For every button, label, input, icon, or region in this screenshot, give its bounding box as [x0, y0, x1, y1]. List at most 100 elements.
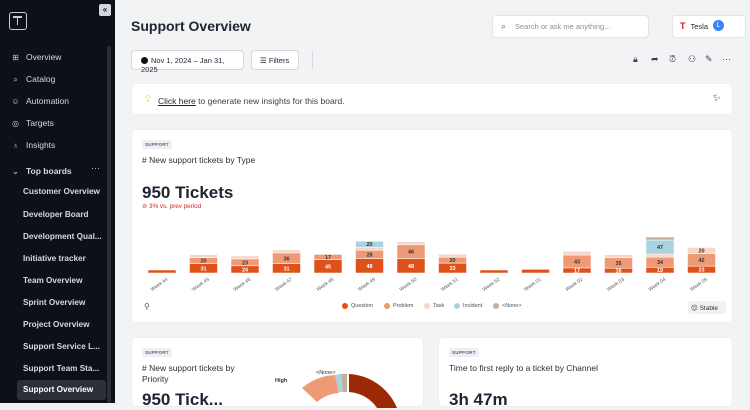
bar-segment[interactable]: [521, 269, 550, 274]
bar-segment[interactable]: [687, 247, 716, 254]
legend-swatch: [454, 303, 460, 309]
robot-icon: ☺: [11, 96, 20, 106]
legend-swatch: [342, 303, 348, 309]
grid-icon: ⊞: [12, 52, 19, 62]
bar-value-label: 17: [574, 268, 580, 274]
chart-title-line2: Priority: [142, 374, 169, 384]
x-tick-label: Week 04: [648, 277, 668, 293]
bar-segment[interactable]: [645, 253, 675, 258]
top-boards-section[interactable]: ⌄ Top boards: [11, 166, 72, 176]
chart-title: Time to first reply to a ticket by Chann…: [449, 363, 598, 373]
legend-swatch: [384, 303, 390, 309]
bar-segment[interactable]: [189, 254, 218, 258]
group-icon[interactable]: ⚲: [144, 302, 150, 311]
bar-value-label: 20: [449, 258, 455, 264]
target-icon: ◎: [12, 118, 19, 128]
calendar-dot-icon: [141, 57, 148, 64]
insight-text: to generate new insights for this board.: [195, 96, 345, 106]
first-reply-time: 3h 47m: [449, 390, 508, 409]
delta-text: 3% vs. prev period: [149, 203, 202, 210]
toolbar-divider: [312, 51, 313, 69]
bar-segment[interactable]: [562, 251, 592, 256]
share-icon[interactable]: ➦: [651, 54, 659, 64]
bar-value-label: 34: [657, 260, 664, 266]
section-label: Top boards: [26, 166, 72, 176]
bar-segment[interactable]: [604, 254, 633, 258]
search-input[interactable]: ⌕ Search or ask me anything...: [492, 15, 649, 38]
donut-label-none: <None>: [316, 370, 336, 376]
board-support-team-stats[interactable]: Support Team Sta...: [23, 364, 100, 373]
bar-segment[interactable]: [645, 236, 675, 241]
bar-segment[interactable]: [147, 269, 177, 274]
priority-donut-chart: <None> High: [275, 370, 397, 408]
bar-segment[interactable]: [355, 240, 384, 248]
board-development-quality[interactable]: Development Qual...: [23, 232, 102, 241]
date-range-button[interactable]: Nov 1, 2024 – Jan 31, 2025: [131, 50, 244, 74]
filters-label: Filters: [268, 56, 290, 65]
legend-task: Task: [424, 303, 444, 309]
board-initiative-tracker[interactable]: Initiative tracker: [23, 254, 86, 263]
total-tickets: 950 Tick...: [142, 390, 223, 409]
edit-icon[interactable]: ✎: [705, 54, 713, 64]
x-tick-label: Week 51: [440, 277, 460, 293]
filters-button[interactable]: ☰ Filters: [251, 50, 299, 70]
x-tick-label: Week 49: [357, 277, 377, 293]
legend-label: Incident: [463, 303, 483, 309]
lightbulb-icon: ♁: [12, 140, 19, 150]
nav-catalog[interactable]: ⌕ Catalog: [11, 74, 55, 84]
add-user-icon[interactable]: ⚇: [688, 54, 697, 64]
x-tick-label: Week 45: [191, 277, 211, 293]
bar-segment[interactable]: [396, 241, 426, 246]
board-customer-overview[interactable]: Customer Overview: [23, 187, 100, 196]
lock-icon[interactable]: 🔒︎: [633, 54, 638, 64]
chevron-down-icon: ⌄: [12, 166, 19, 176]
nav-insights[interactable]: ♁ Insights: [11, 140, 56, 150]
legend-question: Question: [342, 303, 373, 309]
legend-incident: Incident: [454, 303, 482, 309]
delta-badge: ⊘ 3% vs. prev period: [142, 203, 201, 210]
bar-segment[interactable]: [313, 254, 343, 260]
more-icon[interactable]: ···: [722, 54, 731, 64]
nav-overview[interactable]: ⊞ Overview: [11, 52, 61, 62]
bar-value-label: 31: [283, 266, 289, 272]
alarm-icon[interactable]: ⏰︎: [669, 54, 677, 64]
bar-value-label: 19: [657, 268, 663, 274]
bar-value-label: 35: [615, 261, 621, 267]
x-tick-label: Week 50: [399, 277, 419, 293]
app-logo[interactable]: [9, 12, 27, 30]
x-tick-label: Week 48: [316, 277, 336, 293]
bar-segment[interactable]: [230, 255, 260, 260]
nav-targets[interactable]: ◎ Targets: [11, 118, 54, 128]
collapse-sidebar-button[interactable]: «: [99, 4, 111, 16]
bar-value-label: 45: [325, 264, 331, 270]
stable-badge: 😌︎ Stable: [688, 301, 726, 314]
section-more-button[interactable]: ···: [91, 163, 100, 173]
board-project-overview[interactable]: Project Overview: [23, 320, 90, 329]
sidebar-scrollbar[interactable]: [107, 46, 111, 403]
nav-label: Automation: [26, 96, 69, 106]
board-developer-board[interactable]: Developer Board: [23, 210, 89, 219]
nav-label: Insights: [26, 140, 56, 150]
board-support-overview[interactable]: Support Overview: [17, 380, 106, 400]
legend-label: Problem: [393, 303, 414, 309]
donut-slice-high: [302, 375, 339, 402]
x-tick-label: Week 46: [233, 277, 253, 293]
bar-segment[interactable]: [479, 269, 509, 274]
generate-insights-link[interactable]: Click here: [158, 96, 196, 106]
org-switcher[interactable]: T Tesla L: [672, 15, 746, 38]
board-team-overview[interactable]: Team Overview: [23, 276, 83, 285]
board-sprint-overview[interactable]: Sprint Overview: [23, 298, 86, 307]
x-tick-label: Week 02: [565, 277, 585, 293]
board-support-service[interactable]: Support Service L...: [23, 342, 100, 351]
tickets-by-priority-card: SUPPORT # New support tickets by Priorit…: [131, 337, 424, 409]
filter-icon: ☰: [260, 56, 269, 65]
total-tickets: 950 Tickets: [142, 183, 234, 202]
bar-segment[interactable]: [438, 253, 467, 258]
avatar[interactable]: L: [713, 20, 725, 31]
search-icon: ⌕: [13, 74, 18, 84]
sparkle-icon[interactable]: ✨︎: [712, 93, 721, 104]
search-icon: ⌕: [501, 21, 507, 31]
tesla-logo-icon: T: [680, 21, 686, 31]
bar-segment[interactable]: [272, 249, 301, 254]
nav-automation[interactable]: ☺ Automation: [11, 96, 69, 106]
